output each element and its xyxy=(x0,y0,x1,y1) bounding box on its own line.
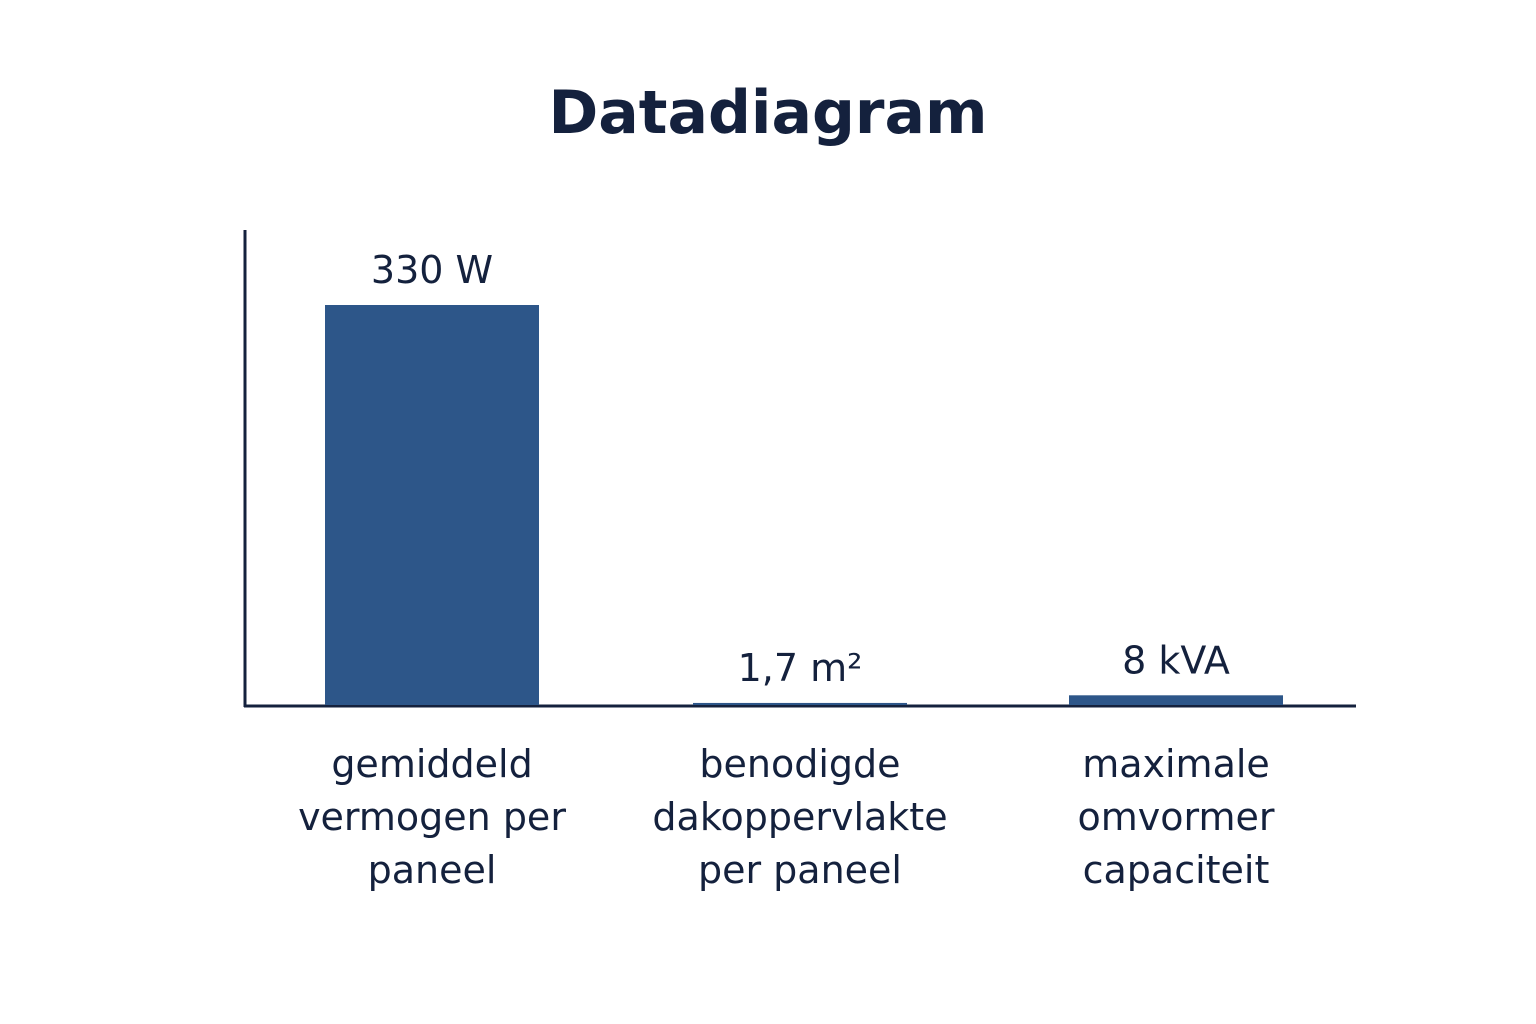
bar xyxy=(693,702,907,705)
x-tick-label: benodigde dakoppervlakte per paneel xyxy=(652,742,948,892)
bar xyxy=(1069,695,1283,705)
value-label: 8 kVA xyxy=(1122,638,1230,682)
bar xyxy=(325,305,539,705)
x-tick-label: gemiddeld vermogen per paneel xyxy=(298,742,566,892)
chart-title: Datadiagram xyxy=(548,78,988,148)
value-label: 330 W xyxy=(371,248,493,292)
x-tick-label: maximale omvormer capaciteit xyxy=(1077,742,1275,892)
value-label: 1,7 m² xyxy=(738,646,863,690)
